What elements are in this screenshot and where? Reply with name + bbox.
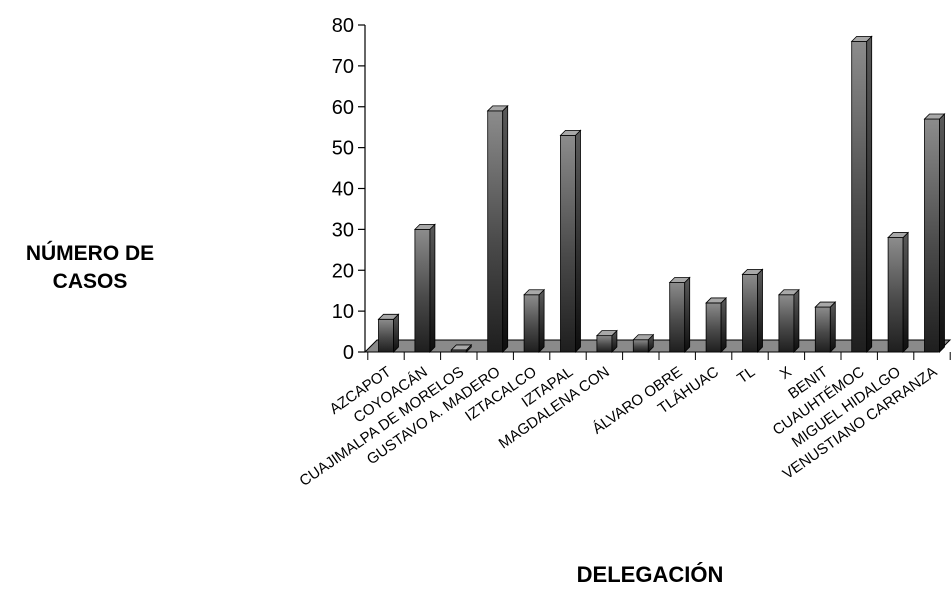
bar-16 [923, 113, 946, 353]
bar-11 [741, 268, 764, 353]
bar-8 [632, 333, 655, 353]
bar-2 [413, 223, 436, 353]
bar-6 [559, 129, 582, 353]
bar-3 [450, 343, 473, 353]
y-tick-label: 50 [332, 138, 354, 160]
bar-5 [523, 288, 546, 353]
y-tick-label: 40 [332, 179, 354, 201]
bar-4 [486, 104, 509, 353]
bar-10 [705, 296, 728, 353]
bar-9 [668, 276, 691, 353]
y-tick-label: 10 [332, 301, 354, 323]
bar-14 [850, 35, 873, 353]
x-axis-title: DELEGACIÓN [576, 562, 724, 587]
y-tick-label: 70 [332, 56, 354, 78]
x-tick-label: TL [734, 363, 758, 387]
y-tick-label: 20 [332, 260, 354, 282]
bar-12 [777, 288, 800, 353]
y-axis-title: NÚMERO DE CASOS [25, 242, 155, 293]
bar-1 [377, 313, 400, 353]
y-tick-label: 60 [332, 97, 354, 119]
y-tick-label: 80 [332, 15, 354, 37]
y-tick-label: 0 [343, 342, 354, 364]
y-tick-label: 30 [332, 219, 354, 241]
bar-15 [887, 231, 910, 353]
bar-13 [814, 301, 837, 353]
bar-7 [595, 329, 618, 353]
x-tick-label: X [777, 363, 795, 383]
